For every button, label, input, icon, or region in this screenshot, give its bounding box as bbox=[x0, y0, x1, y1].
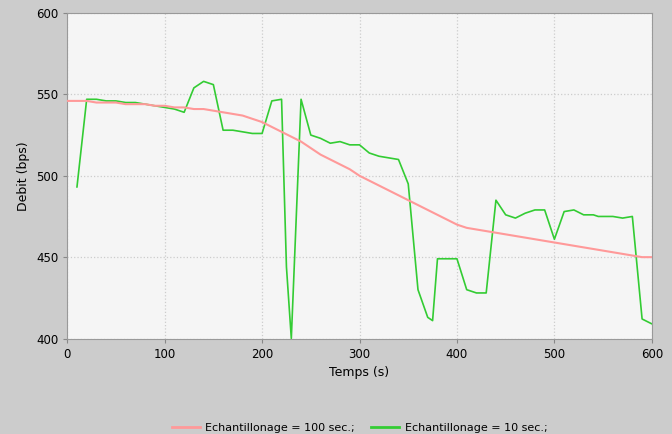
X-axis label: Temps (s): Temps (s) bbox=[329, 366, 390, 379]
Legend: Echantillonage = 100 sec.;, Echantillonage = 10 sec.;: Echantillonage = 100 sec.;, Echantillona… bbox=[167, 418, 552, 434]
Y-axis label: Debit (bps): Debit (bps) bbox=[17, 141, 30, 210]
